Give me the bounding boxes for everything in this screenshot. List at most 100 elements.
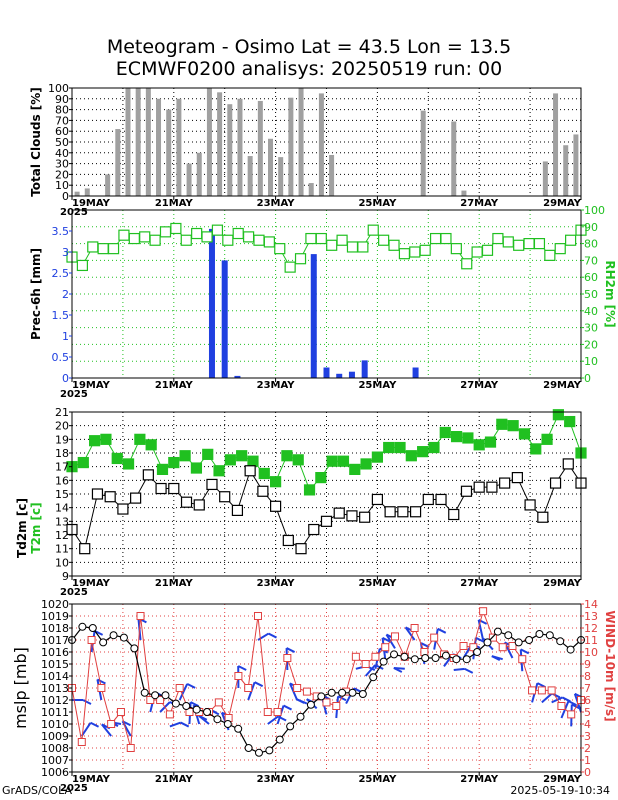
wind-barb-staff <box>404 626 416 641</box>
cloud-bar <box>217 92 223 196</box>
wind-barb-staff <box>541 692 553 704</box>
mslp-marker <box>317 692 326 701</box>
wind-marker <box>391 632 400 641</box>
td2m-marker <box>460 485 473 497</box>
panel-3-ytick-label: 5 <box>584 706 591 719</box>
panel-3-ytick-label: 10 <box>584 646 598 659</box>
rh-marker <box>409 246 421 258</box>
wind-marker <box>156 696 165 704</box>
rh-marker <box>554 243 566 255</box>
rh-marker <box>118 229 130 241</box>
panel-2-date-label: 21MAY <box>155 578 194 589</box>
rh-marker <box>315 232 327 245</box>
td2m-y-axis-label: Td2m [c] <box>15 498 29 558</box>
panel-3-ytick-label: 3 <box>584 730 591 743</box>
td2m-marker <box>270 500 282 512</box>
rh-marker <box>450 243 462 255</box>
rh-marker <box>191 227 203 240</box>
cloud-bar <box>542 161 548 196</box>
mslp-marker <box>473 648 482 656</box>
cloud-bar <box>298 88 304 196</box>
panel-2-ytick-label: 10 <box>55 556 69 569</box>
td2m-marker <box>537 511 549 523</box>
mslp-marker <box>545 631 554 640</box>
cloud-bar <box>573 134 579 196</box>
rh-marker <box>305 232 317 245</box>
rh-marker <box>232 227 244 240</box>
td2m-marker <box>562 458 574 470</box>
t2m-marker <box>202 448 214 460</box>
rh-marker <box>419 244 431 256</box>
mslp-marker <box>452 655 461 664</box>
td2m-marker <box>359 511 371 523</box>
precip-bar <box>323 367 330 378</box>
precip-bar <box>412 367 419 378</box>
t2m-marker <box>270 476 282 488</box>
td2m-marker <box>549 477 562 489</box>
t2m-marker <box>507 420 519 432</box>
cloud-bar <box>196 152 202 196</box>
panel-0-ytick-label: 80 <box>55 104 69 117</box>
rh-marker <box>263 236 275 248</box>
panel-2-date-label: 23MAY <box>257 578 296 589</box>
clouds-y-axis-label: Total Clouds [%] <box>29 87 43 197</box>
panel-3-ytick-label: 1018 <box>41 622 69 635</box>
rh-y-axis-label: RH2m [%] <box>603 260 617 327</box>
td2m-marker <box>244 465 256 477</box>
rh-marker <box>398 248 411 260</box>
t2m-marker <box>450 431 463 443</box>
panel-0-ytick-label: 50 <box>55 136 69 149</box>
panel-3-date-label: 23MAY <box>257 774 296 785</box>
wind-barb-staff <box>257 632 270 641</box>
wind-marker <box>332 702 341 710</box>
rh-marker <box>159 226 172 238</box>
wind-marker <box>430 633 439 642</box>
wind-marker <box>283 654 292 662</box>
rh-marker <box>367 224 379 236</box>
cloud-bar <box>318 93 324 196</box>
wind-marker <box>87 636 96 644</box>
cloud-bar <box>125 88 131 196</box>
wind-marker <box>459 642 468 650</box>
mslp-marker <box>140 688 149 697</box>
panel-2-date-label: 25MAY <box>358 578 397 589</box>
mslp-marker <box>483 638 492 647</box>
panel-3-ytick-label: 1014 <box>41 670 69 683</box>
panel-2-date-label: 27MAY <box>460 578 499 589</box>
panel-0-ytick-label: 40 <box>55 147 69 160</box>
wind-barb-flag <box>286 647 296 653</box>
wind-barb-flag <box>520 648 530 655</box>
t2m-marker <box>236 450 248 462</box>
rh-marker <box>378 234 390 246</box>
panel-1-ytick-label: 2.5 <box>52 267 70 280</box>
rh-marker <box>336 234 348 246</box>
precip-bar <box>348 371 355 378</box>
panel-1-ytick-label: 2 <box>62 288 69 301</box>
panel-2-ytick-label: 13 <box>55 515 69 528</box>
t2m-marker <box>224 454 236 466</box>
t2m-marker <box>473 439 485 451</box>
precip-bar <box>310 254 317 378</box>
t2m-marker <box>168 456 180 469</box>
td2m-marker <box>206 478 218 491</box>
mslp-marker <box>223 720 232 728</box>
td2m-marker <box>409 506 422 518</box>
panel-3-ytick-label: 4 <box>584 718 591 731</box>
wind-marker <box>214 698 223 707</box>
wind-barb-staff <box>169 721 182 728</box>
panel-2-ytick-label: 20 <box>55 420 69 433</box>
t2m-marker <box>213 465 225 477</box>
mslp-marker <box>203 708 212 716</box>
td2m-marker <box>448 508 460 521</box>
t2m-marker <box>564 415 576 428</box>
td2m-marker <box>231 504 244 516</box>
panel-0-date-label: 27MAY <box>460 198 499 209</box>
mslp-marker <box>213 715 222 724</box>
panel-0-ytick-label: 20 <box>55 168 69 181</box>
mslp-marker <box>130 644 139 653</box>
wind-barb-flag <box>382 636 392 643</box>
wind-barb-flag <box>491 655 501 662</box>
td2m-marker <box>142 469 154 481</box>
rh-marker <box>471 246 483 258</box>
panel-3-ytick-label: 14 <box>584 598 598 611</box>
